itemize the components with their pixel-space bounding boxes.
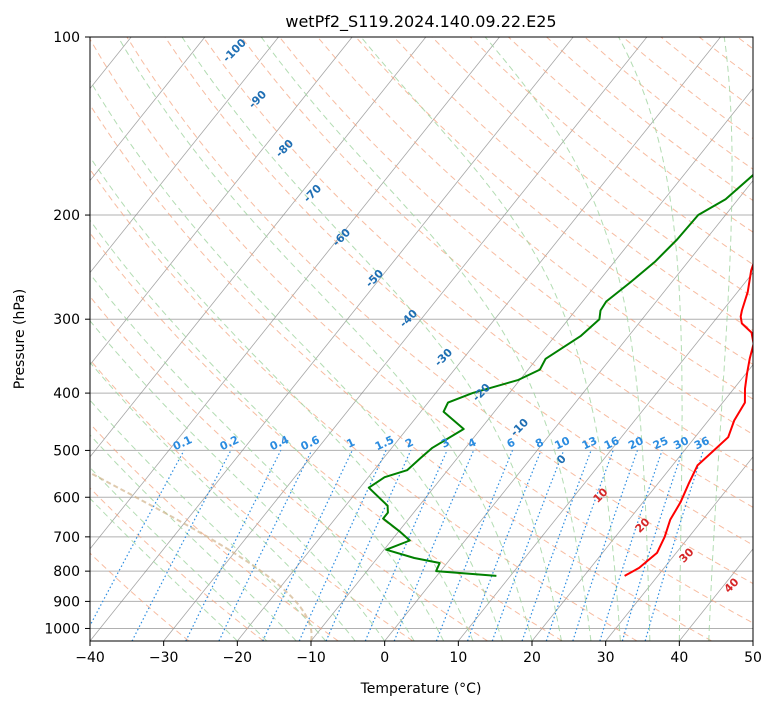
x-tick-label: 40 <box>670 650 688 666</box>
moist-adiabat-line <box>360 37 621 641</box>
mixing-ratio-line <box>90 450 185 627</box>
dry-adiabat-line <box>90 295 488 641</box>
x-tick-label: 30 <box>597 650 615 666</box>
isotherm-line <box>531 364 753 641</box>
mixing-ratio-label: 20 <box>626 434 646 452</box>
isotherm-line <box>384 179 753 641</box>
mixing-ratio-line <box>185 450 282 641</box>
isotherm-line <box>90 37 279 274</box>
moist-adiabat-line <box>90 79 503 641</box>
dry-adiabat-line <box>393 37 753 332</box>
dry-adiabat-line <box>90 38 753 624</box>
moist-adiabat-line <box>484 37 651 641</box>
moist-adiabat-line <box>618 37 683 641</box>
moist-adiabat-line <box>708 37 733 641</box>
mixing-ratio-line <box>325 450 412 641</box>
mixing-ratio-line <box>393 450 475 641</box>
y-tick-label: 700 <box>53 530 80 546</box>
mixing-ratio-line <box>435 450 514 641</box>
background-thermo-lines <box>90 37 753 641</box>
moist-adiabat-line <box>181 37 562 641</box>
x-tick-label: −30 <box>149 650 179 666</box>
moist-adiabat-line <box>117 37 533 641</box>
isotherm-line <box>163 37 648 641</box>
y-tick-label: 100 <box>53 30 80 46</box>
mixing-ratio-label: 36 <box>692 434 712 452</box>
x-tick-label: −10 <box>296 650 326 666</box>
dry-adiabat-line <box>90 168 638 641</box>
x-tick-label: 0 <box>380 650 389 666</box>
y-tick-label: 900 <box>53 594 80 610</box>
x-tick-label: 20 <box>523 650 541 666</box>
x-axis-title: Temperature (°C) <box>360 681 482 697</box>
dry-adiabat-line <box>317 37 753 400</box>
isotherm-line <box>90 37 427 458</box>
mixing-ratio-line <box>364 450 448 641</box>
chart-title: wetPf2_S119.2024.140.09.22.E25 <box>285 12 556 32</box>
mixing-ratio-line <box>644 450 704 641</box>
isotherm-line <box>90 37 574 641</box>
freezing-level-curve <box>90 471 313 641</box>
y-tick-label: 300 <box>53 312 80 328</box>
isotherm-line <box>90 37 500 550</box>
dry-adiabat-line <box>126 37 753 585</box>
mixing-ratio-label: 30 <box>671 434 691 452</box>
mixing-ratio-line <box>491 450 565 641</box>
mixing-ratio-line <box>521 450 592 641</box>
moist-adiabat-line <box>90 273 415 641</box>
x-tick-label: 50 <box>744 650 762 666</box>
dry-adiabat-line <box>90 104 712 641</box>
isotherm-line <box>237 37 721 641</box>
y-axis-title: Pressure (hPa) <box>12 289 28 389</box>
isotherm-line <box>458 272 753 641</box>
dry-adiabat-line <box>90 552 190 641</box>
moist-adiabat-line <box>90 320 386 641</box>
y-tick-label: 500 <box>53 443 80 459</box>
moist-adiabat-line <box>90 466 268 641</box>
y-tick-label: 200 <box>53 208 80 224</box>
mixing-ratio-line <box>572 450 638 641</box>
mixing-ratio-label: 16 <box>602 434 622 452</box>
series-group <box>367 173 753 577</box>
mixing-ratio-line <box>298 450 387 641</box>
dry-adiabat-line <box>90 422 339 641</box>
plot-frame <box>89 36 754 642</box>
y-tick-label: 600 <box>53 490 80 506</box>
mixing-ratio-label: 25 <box>651 434 670 452</box>
moist-adiabat-line <box>90 219 445 641</box>
x-tick-label: −20 <box>223 650 253 666</box>
dry-adiabat-line <box>90 359 414 641</box>
dry-adiabat-line <box>90 232 563 641</box>
y-tick-label: 800 <box>53 564 80 580</box>
isotherm-line <box>605 456 753 641</box>
dewpoint-line <box>367 173 753 577</box>
mixing-ratio-line <box>545 450 614 641</box>
isotherm-line <box>90 37 353 366</box>
x-tick-label: 10 <box>449 650 467 666</box>
x-tick-label: −40 <box>75 650 105 666</box>
mixing-ratio-line <box>466 450 542 641</box>
temperature-line <box>624 261 753 577</box>
dry-adiabat-line <box>202 37 753 508</box>
mixing-ratio-line <box>621 450 684 641</box>
y-axis: 100 200 300 400 500 600 700 800 900 1000 <box>44 30 90 637</box>
moist-adiabat-line <box>90 399 327 641</box>
plot-area <box>90 37 753 641</box>
mixing-ratio-label: 10 <box>553 434 573 452</box>
mixing-ratio-line <box>599 450 663 641</box>
x-axis: −40 −30 −20 −10 0 10 20 30 40 50 <box>75 641 762 666</box>
mixing-ratio-label: 13 <box>580 434 599 452</box>
moist-adiabat-line <box>90 434 297 641</box>
moist-adiabat-line <box>90 156 474 641</box>
dry-adiabat-line <box>355 37 753 366</box>
isotherm-line <box>90 37 206 182</box>
moist-adiabat-line <box>90 361 356 641</box>
y-tick-label: 1000 <box>44 621 80 637</box>
moist-adiabat-line <box>90 497 238 641</box>
y-tick-label: 400 <box>53 386 80 402</box>
moist-adiabat-line <box>260 37 592 641</box>
dry-adiabat-line <box>164 37 753 546</box>
